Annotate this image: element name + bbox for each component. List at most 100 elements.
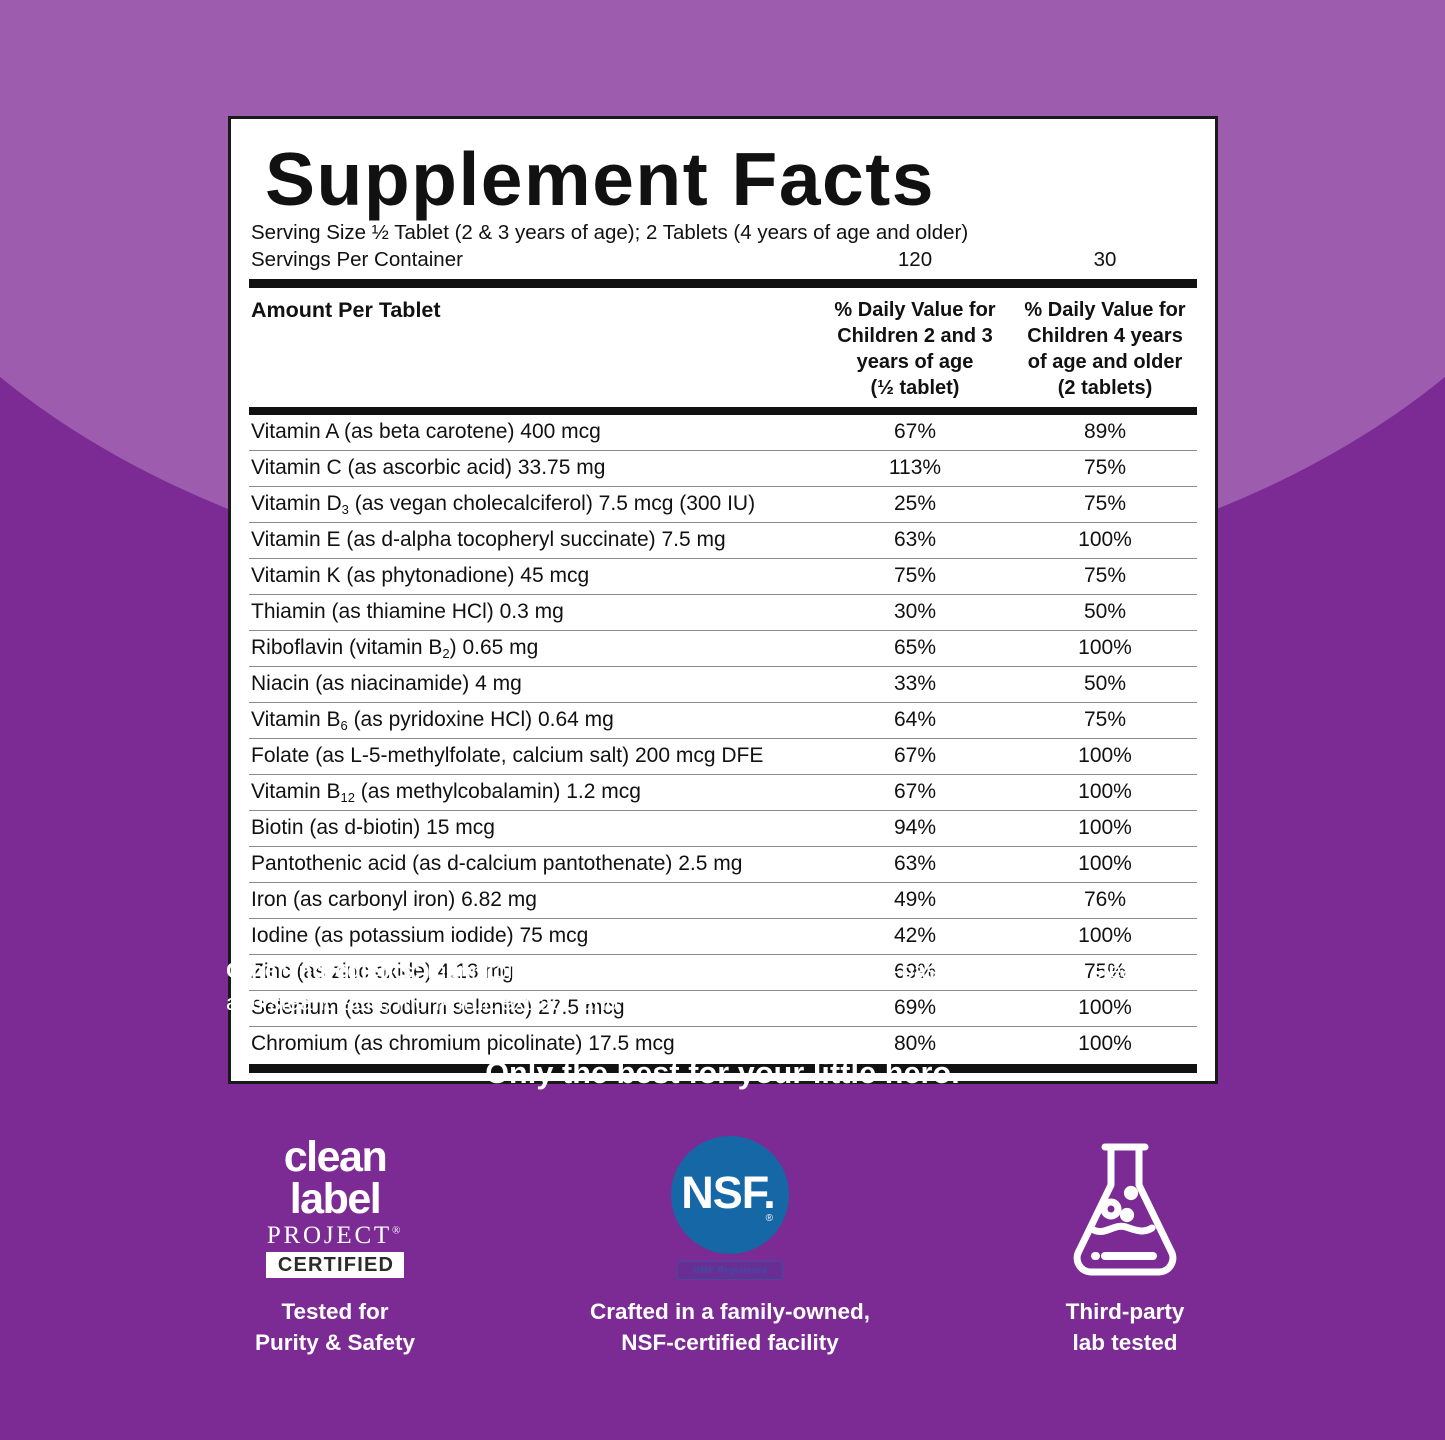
dv-children-2-3-value: 49% [893,888,937,912]
table-row: Vitamin C (as ascorbic acid) 33.75 mg 113… [249,449,1197,486]
dv-children-2-3-value: 67% [893,420,937,444]
servings-per-container-col2: 30 [1093,248,1117,272]
dv-children-2-3-value: 25% [893,492,937,516]
other-ingredients-label: Other Ingredients: [226,958,422,983]
supplement-facts-panel: Supplement Facts Serving Size ½ Tablet (… [228,116,1218,1084]
caption-line-2: NSF-certified facility [621,1330,839,1356]
badge-caption-third-party: Third-party lab tested [1066,1296,1185,1358]
serving-size-line: Serving Size ½ Tablet (2 & 3 years of ag… [251,221,969,244]
caption-line-1: Crafted in a family-owned, [589,1299,871,1324]
badge-clean-label-project: clean label PROJECT® CERTIFIED Tested fo… [150,1135,520,1358]
nutrient-name: Thiamin (as thiamine HCl) 0.3 mg [251,600,564,624]
dv-children-4-plus-value: 75% [1083,456,1127,480]
nutrient-name: Vitamin B12 (as methylcobalamin) 1.2 mcg [251,780,641,806]
dv-children-2-3-value: 63% [893,528,937,552]
dv-children-4-plus-value: 100% [1078,744,1132,768]
other-ingredients-text: mannitol, xylitol, natural flavors and c… [226,958,1173,1015]
registered-mark-icon: ® [392,1224,404,1237]
dv-col1-line-3: years of age [856,350,974,373]
servings-per-container-col1: 120 [897,248,933,272]
table-row: Biotin (as d-biotin) 15 mcg 94% 100% [249,809,1197,846]
table-row: Zinc (as zinc oxide) 4.13 mg 69% 75% [249,953,1197,990]
dv-children-2-3-header: % Daily Value for Children 2 and 3 years… [817,297,1013,401]
badge-nsf-certified: NSF. ® GMP Registered Crafted in a famil… [545,1135,915,1358]
nutrient-name: Zinc (as zinc oxide) 4.13 mg [251,960,514,984]
table-row: Riboflavin (vitamin B2) 0.65 mg 65% 100% [249,629,1197,666]
nutrient-name: Pantothenic acid (as d-calcium pantothen… [251,852,743,876]
table-row: Niacin (as niacinamide) 4 mg 33% 50% [249,665,1197,702]
clean-label-project-icon: clean label PROJECT® CERTIFIED [265,1133,405,1280]
other-ingredients: Other Ingredients: mannitol, xylitol, na… [226,955,1192,1019]
table-row: Vitamin E (as d-alpha tocopheryl succina… [249,521,1197,558]
divider-thick-bottom [249,1063,1197,1073]
dv-children-4-plus-value: 75% [1083,564,1127,588]
nsf-sub-banner-text: GMP Registered [693,1265,767,1275]
dv-children-2-3-value: 30% [893,600,937,624]
table-row: Thiamin (as thiamine HCl) 0.3 mg 30% 50% [249,593,1197,630]
dv-children-4-plus-value: 75% [1083,960,1127,984]
dv-col2-line-1: % Daily Value for [1024,298,1186,321]
dv-children-4-plus-value: 100% [1078,852,1132,876]
nutrient-name: Riboflavin (vitamin B2) 0.65 mg [251,636,539,662]
dv-children-4-plus-value: 100% [1078,528,1132,552]
table-row: Iodine (as potassium iodide) 75 mcg 42% 10… [249,917,1197,954]
dv-children-4-plus-value: 100% [1078,816,1132,840]
clp-word-clean: clean [283,1133,388,1182]
dv-children-2-3-value: 80% [893,1032,937,1056]
caption-line-1: Third-party [1065,1299,1185,1324]
badge-caption-nsf: Crafted in a family-owned, NSF-certified… [590,1296,870,1358]
clp-word-project: PROJECT® [266,1221,404,1249]
dv-col1-line-4: (½ tablet) [870,376,960,399]
amount-per-tablet-header: Amount Per Tablet [251,297,441,322]
dv-children-4-plus-value: 75% [1083,492,1127,516]
lab-flask-icon [1061,1135,1189,1280]
nutrient-name: Folate (as L-5-methylfolate, calcium sal… [251,744,764,768]
nutrient-name: Chromium (as chromium picolinate) 17.5 m… [251,1032,675,1056]
table-row: Vitamin K (as phytonadione) 45 mcg 75% 75% [249,557,1197,594]
table-row: Vitamin A (as beta carotene) 400 mcg 67% 8… [249,415,1197,450]
dv-children-2-3-value: 113% [888,456,942,480]
nsf-seal-icon: NSF. ® GMP Registered [671,1135,789,1280]
dv-children-4-plus-value: 50% [1083,600,1127,624]
dv-col2-line-3: of age and older [1027,350,1183,373]
table-row: Selenium (as sodium selenite) 27.5 mcg 69… [249,989,1197,1026]
caption-line-2: Purity & Safety [254,1330,416,1356]
nutrient-name: Selenium (as sodium selenite) 27.5 mcg [251,996,625,1020]
dv-children-4-plus-header: % Daily Value for Children 4 years of ag… [1013,297,1197,401]
nsf-sub-banner: GMP Registered [677,1260,783,1280]
divider-thick-top [249,278,1197,288]
table-row: Vitamin D3 (as vegan cholecalciferol) 7.… [249,485,1197,522]
nutrient-name: Vitamin D3 (as vegan cholecalciferol) 7.… [251,492,756,518]
nutrient-name: Biotin (as d-biotin) 15 mcg [251,816,495,840]
dv-children-2-3-value: 65% [893,636,937,660]
caption-line-2: lab tested [1072,1330,1178,1356]
clp-word-label: label [289,1174,382,1223]
nutrient-name: Vitamin K (as phytonadione) 45 mcg [251,564,590,588]
dv-col2-line-4: (2 tablets) [1057,376,1153,399]
table-row: Folate (as L-5-methylfolate, calcium sal… [249,737,1197,774]
dv-children-4-plus-value: 100% [1078,924,1132,948]
nsf-circle-icon: NSF. ® [671,1135,789,1254]
nsf-registered-mark-icon: ® [765,1212,773,1224]
dv-children-4-plus-value: 100% [1078,996,1132,1020]
table-row: Iron (as carbonyl iron) 6.82 mg 49% 76% [249,881,1197,918]
caption-line-1: Tested for [281,1299,389,1324]
table-row: Pantothenic acid (as d-calcium pantothen… [249,845,1197,882]
facts-table-header: Amount Per Tablet % Daily Value for Chil… [249,288,1197,405]
dv-children-2-3-value: 75% [893,564,937,588]
nutrient-name: Vitamin A (as beta carotene) 400 mcg [251,420,601,444]
servings-per-container-label: Servings Per Container [251,248,463,272]
certification-badges: clean label PROJECT® CERTIFIED Tested fo… [150,1135,1310,1358]
supplement-facts-title: Supplement Facts [265,137,935,221]
badge-third-party-tested: Third-party lab tested [940,1135,1310,1358]
nutrient-name: Iron (as carbonyl iron) 6.82 mg [251,888,537,912]
table-row: Vitamin B6 (as pyridoxine HCl) 0.64 mg 64… [249,701,1197,738]
nsf-wordmark: NSF. [681,1167,776,1218]
dv-children-2-3-value: 63% [893,852,937,876]
dv-children-4-plus-value: 100% [1078,636,1132,660]
dv-children-2-3-value: 67% [893,744,937,768]
dv-col1-line-1: % Daily Value for [834,298,996,321]
tagline: Only the best for your little hero. [485,1056,960,1090]
dv-col1-line-2: Children 2 and 3 [837,324,993,347]
nutrient-name: Vitamin B6 (as pyridoxine HCl) 0.64 mg [251,708,614,734]
